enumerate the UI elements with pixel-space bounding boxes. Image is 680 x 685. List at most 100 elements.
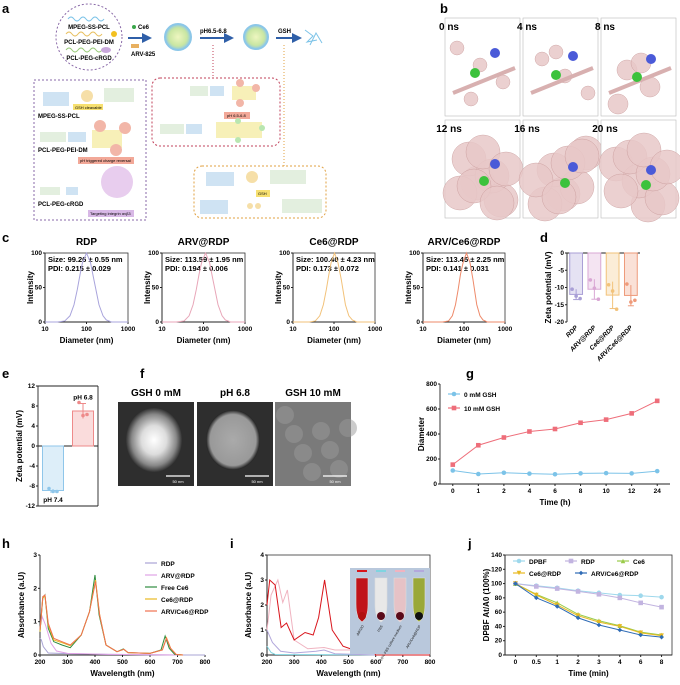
x-tick-label: 700 bbox=[397, 659, 408, 666]
x-tick-label: 600 bbox=[370, 659, 381, 666]
frame-time-label: 4 ns bbox=[517, 22, 537, 33]
data-point bbox=[534, 584, 539, 589]
panel-label-i: i bbox=[230, 536, 234, 551]
chart-h: 0 1 2 3 200 300 400 500 600 700 800 Wavelength (nm)… bbox=[17, 552, 211, 678]
nanoparticle-icon bbox=[164, 23, 192, 51]
data-point bbox=[625, 282, 629, 286]
bar bbox=[42, 445, 64, 491]
legend-item: Free Ce6 bbox=[145, 585, 189, 592]
x-axis-label: Time (min) bbox=[568, 669, 609, 678]
data-point bbox=[451, 391, 457, 397]
structure-label: PCL-PEG-cRGD bbox=[38, 202, 84, 208]
protein-surface bbox=[495, 74, 511, 90]
y-tick-label: 3 bbox=[260, 577, 264, 584]
x-tick-label: 1000 bbox=[368, 326, 383, 333]
panel-label-a: a bbox=[2, 1, 10, 16]
step-label: pH6.5-6.8 bbox=[200, 29, 227, 35]
data-point bbox=[588, 278, 593, 282]
y-axis-label: Diameter bbox=[417, 417, 426, 451]
x-tick-label: 200 bbox=[35, 659, 46, 666]
y-tick-label: 12 bbox=[28, 383, 36, 390]
drug-molecule-blue bbox=[490, 159, 500, 169]
nanoparticle bbox=[126, 408, 182, 472]
x-tick-label: 1000 bbox=[121, 326, 136, 333]
y-tick-label: 100 bbox=[148, 250, 159, 257]
series-line-rdp bbox=[515, 583, 662, 608]
x-tick-label: 4 bbox=[618, 659, 622, 666]
y-tick-label: 4 bbox=[31, 423, 35, 430]
y-tick-label: 100 bbox=[491, 581, 502, 588]
x-tick-label: 500 bbox=[343, 659, 354, 666]
dissociated-texture bbox=[276, 406, 294, 424]
panel-label-j: j bbox=[467, 536, 472, 551]
data-point bbox=[575, 615, 581, 621]
x-tick-label: 10 bbox=[289, 326, 297, 333]
dissociated-texture bbox=[330, 460, 348, 478]
chart-i: 0 1 2 3 4 200 300 400 500 600 700 800 Wavelength (nm… bbox=[244, 552, 436, 678]
protein-surface bbox=[449, 40, 465, 56]
x-tick-label: 10 bbox=[602, 488, 610, 495]
y-axis-label: Intensity bbox=[404, 271, 413, 304]
y-tick-label: 800 bbox=[426, 381, 437, 388]
data-point bbox=[654, 468, 660, 474]
tube-color-key bbox=[357, 570, 367, 572]
x-tick-label: 2 bbox=[576, 659, 580, 666]
panel-label-d: d bbox=[540, 230, 548, 245]
data-point bbox=[81, 413, 85, 418]
legend-label: ARV/Ce6@RDP bbox=[161, 609, 209, 616]
chart-c2: ARV@RDP 0 50 100 10 100 1000 Diameter (nm) Inten… bbox=[143, 237, 253, 345]
tube: PBS bbox=[374, 570, 388, 633]
chart-title: ARV/Ce6@RDP bbox=[428, 237, 501, 248]
panel-label-h: h bbox=[2, 536, 10, 551]
data-point bbox=[659, 594, 664, 600]
tem-title: pH 6.8 bbox=[220, 388, 250, 399]
data-point bbox=[610, 289, 615, 293]
x-tick-label: 700 bbox=[172, 659, 183, 666]
y-tick-label: 120 bbox=[491, 566, 502, 573]
y-tick-label: 50 bbox=[35, 285, 43, 292]
chart-title: ARV@RDP bbox=[178, 237, 230, 248]
scale-bar-label: 50 nm bbox=[329, 479, 341, 484]
x-tick-label: 300 bbox=[62, 659, 73, 666]
md-frame: 20 ns bbox=[592, 119, 680, 223]
dissociated-texture bbox=[321, 441, 339, 459]
frame-time-label: 20 ns bbox=[592, 124, 618, 135]
y-tick-label: -15 bbox=[555, 302, 565, 309]
md-frame: 16 ns bbox=[514, 119, 604, 222]
y-tick-label: 0 bbox=[260, 652, 264, 659]
drug-molecule-green bbox=[470, 68, 480, 78]
drug-molecule-blue bbox=[646, 54, 656, 64]
schematic-panel-a: MPEG-SS-PCL PCL-PEG-PEI-DM PCL-PEG-cRGD … bbox=[33, 3, 327, 221]
x-tick-label: 6 bbox=[553, 488, 557, 495]
annotation: Size: 100.40 ± 4.23 nm bbox=[296, 255, 375, 264]
annotation: PDI: 0.194 ± 0.006 bbox=[165, 264, 228, 273]
frame-time-label: 12 ns bbox=[436, 124, 462, 135]
tag-ph: pH 6.5-6.8 bbox=[227, 113, 246, 118]
y-tick-label: 0 bbox=[498, 652, 502, 659]
dissociated-texture bbox=[339, 419, 357, 437]
data-point bbox=[516, 558, 522, 564]
y-tick-label: 140 bbox=[491, 552, 502, 559]
x-tick-label: 0 bbox=[514, 659, 518, 666]
tube-pellet bbox=[377, 612, 385, 620]
frame-time-label: 0 ns bbox=[439, 22, 459, 33]
panel-label-e: e bbox=[2, 366, 9, 381]
legend-item: 10 mM GSH bbox=[448, 405, 500, 413]
chart-c4: ARV/Ce6@RDP 0 50 100 10 100 1000 Diameter (nm) I… bbox=[404, 237, 513, 345]
y-axis-label: Zeta potential (mV) bbox=[15, 410, 24, 482]
annotation: PDI: 0.173 ± 0.072 bbox=[296, 264, 359, 273]
y-axis-label: Absorbance (a.U) bbox=[17, 572, 26, 639]
dissociated-texture bbox=[312, 422, 330, 440]
drug-molecule-green bbox=[479, 176, 489, 186]
data-point bbox=[617, 595, 623, 601]
data-point bbox=[450, 468, 456, 473]
data-point bbox=[574, 294, 578, 298]
data-point bbox=[592, 286, 597, 290]
data-point bbox=[629, 411, 634, 416]
tube-body bbox=[374, 577, 388, 623]
x-tick-label: 24 bbox=[654, 488, 662, 495]
data-point bbox=[603, 417, 609, 422]
data-point bbox=[501, 435, 507, 440]
